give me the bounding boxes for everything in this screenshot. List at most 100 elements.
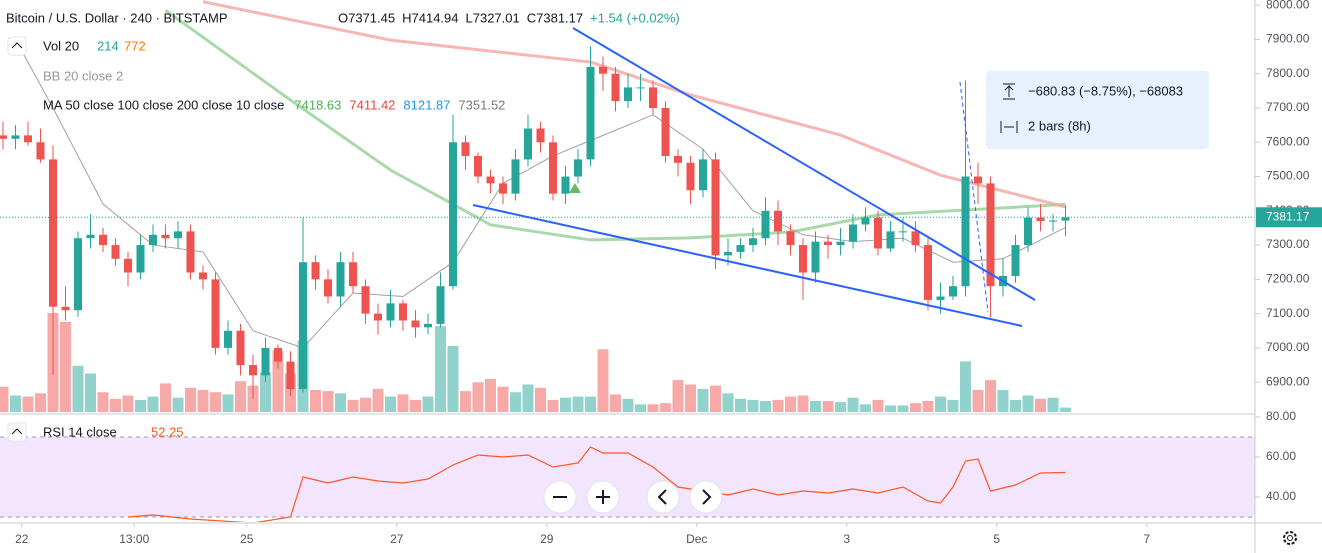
volume-bar — [560, 397, 571, 412]
volume-bar — [847, 397, 859, 412]
measure-text: 2 bars (8h) — [1028, 118, 1091, 133]
candle-body — [161, 234, 170, 239]
volume-bar — [410, 399, 421, 412]
candle-body — [674, 155, 682, 163]
candle-body — [536, 128, 545, 143]
volume-bar — [335, 393, 346, 412]
marker — [569, 183, 581, 193]
candle-body — [124, 258, 132, 273]
volume-bar — [722, 393, 734, 412]
y-tick-label: 7800.00 — [1266, 66, 1310, 80]
candle-body — [61, 306, 70, 311]
candle-body — [524, 128, 532, 160]
candle-body — [936, 296, 945, 300]
volume-bar — [260, 372, 271, 412]
volume-bar — [10, 395, 21, 412]
volume-bar — [772, 399, 784, 412]
icon — [657, 489, 667, 505]
volume-bar — [697, 388, 709, 412]
volume-bar — [35, 393, 46, 412]
y-tick-label: 7300.00 — [1266, 237, 1310, 251]
volume-bar — [185, 387, 196, 412]
ma-line — [202, 0, 1066, 209]
volume-legend-value: 214 — [97, 38, 119, 53]
y-tick-label: 7700.00 — [1266, 100, 1310, 114]
candle-body — [1024, 217, 1032, 246]
rsi-tick-label: 40.00 — [1266, 489, 1296, 503]
x-tick-label: Dec — [686, 532, 707, 546]
candle-body — [624, 87, 632, 102]
candle-body — [324, 279, 332, 297]
x-tick-label: 7 — [1143, 532, 1150, 546]
icon — [702, 489, 712, 505]
y-tick-label: 6900.00 — [1266, 374, 1310, 388]
volume-bar — [660, 403, 671, 412]
candle-body — [261, 347, 270, 376]
candle-body — [436, 286, 445, 324]
volume-bar — [0, 386, 9, 412]
candle-body — [661, 107, 670, 156]
ma-legend-value: 7418.63 — [294, 97, 341, 112]
volume-bar — [835, 402, 846, 412]
scroll-left-button[interactable] — [646, 480, 680, 514]
ohlc-value: +1.54 (+0.02%) — [590, 10, 680, 25]
y-tick-label: 7000.00 — [1266, 340, 1310, 354]
candle-body — [749, 238, 757, 246]
candle-body — [974, 176, 982, 184]
volume-bar — [322, 391, 334, 412]
candle-body — [836, 241, 845, 246]
candle-body — [499, 183, 507, 194]
candle-body — [74, 238, 82, 311]
ma-legend-value: 7351.52 — [458, 97, 505, 112]
volume-bar — [810, 401, 821, 412]
y-tick-label: 7900.00 — [1266, 32, 1310, 46]
chart-title: Bitcoin / U.S. Dollar · 240 · BITSTAMP — [6, 10, 228, 25]
volume-bar — [947, 399, 959, 412]
rsi-legend-value: 52.25 — [151, 424, 184, 439]
candle-body — [711, 159, 720, 256]
settings-button[interactable] — [1283, 531, 1297, 545]
x-tick-label: 25 — [240, 532, 254, 546]
volume-bar — [147, 396, 159, 412]
volume-bar — [685, 384, 696, 412]
volume-bar — [310, 390, 321, 412]
candle-body — [224, 330, 232, 348]
volume-bar — [622, 398, 634, 412]
gear-icon — [1283, 531, 1297, 545]
collapse-icon — [11, 42, 23, 49]
volume-bar — [585, 396, 596, 412]
candle-body — [349, 262, 357, 287]
rsi-line — [127, 446, 1066, 522]
volume-bar — [735, 398, 746, 412]
candle-body — [786, 231, 795, 246]
ma-line — [164, 9, 1066, 242]
ohlc-value: O7371.45 — [338, 10, 395, 25]
volume-bar — [997, 390, 1009, 412]
volume-bar — [197, 390, 209, 412]
candle-body — [511, 159, 520, 194]
candle-body — [574, 159, 582, 177]
candle-body — [761, 210, 770, 239]
collapse-button[interactable] — [7, 422, 27, 442]
candle-body — [11, 135, 20, 139]
collapse-button[interactable] — [7, 36, 27, 56]
volume-bar — [447, 346, 459, 412]
candle-body — [824, 241, 832, 246]
rsi-band — [0, 437, 1255, 517]
trend-line — [572, 27, 1036, 301]
scroll-right-button[interactable] — [689, 480, 723, 514]
volume-bar — [910, 403, 921, 412]
volume-bar — [1035, 398, 1046, 412]
candle-body — [111, 245, 120, 259]
volume-bar — [710, 385, 721, 412]
candle-body — [86, 234, 95, 239]
ma-legend-value: 8121.87 — [403, 97, 450, 112]
volume-bar — [160, 383, 171, 412]
volume-bar — [885, 405, 896, 412]
volume-bar — [972, 390, 984, 412]
volume-bar — [635, 404, 646, 412]
volume-bar — [785, 396, 796, 412]
price-layer — [0, 0, 1255, 400]
